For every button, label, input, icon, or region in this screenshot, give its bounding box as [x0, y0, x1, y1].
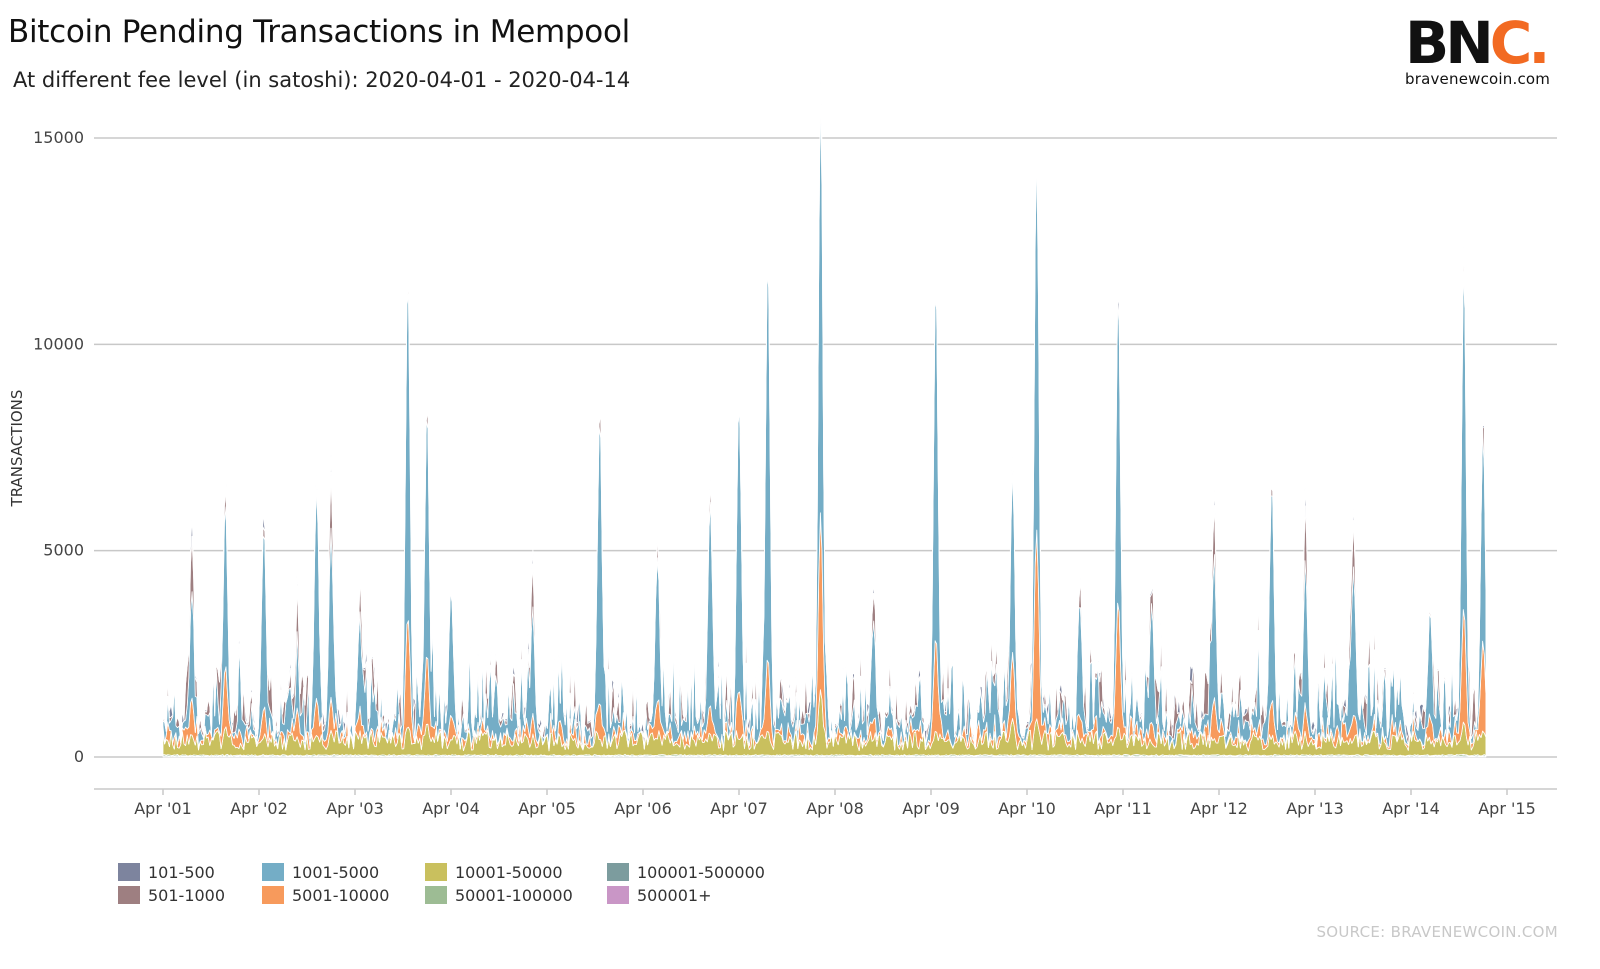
legend-label: 1001-5000 — [292, 862, 380, 882]
legend-item-50001-100000[interactable]: 50001-100000 — [425, 885, 573, 905]
legend-swatch — [607, 886, 629, 904]
chart-title: Bitcoin Pending Transactions in Mempool — [8, 14, 630, 50]
x-tick-label: Apr '12 — [1190, 799, 1248, 818]
x-tick-label: Apr '10 — [998, 799, 1056, 818]
legend-swatch — [118, 886, 140, 904]
logo-url: bravenewcoin.com — [1405, 70, 1551, 88]
legend-swatch — [607, 863, 629, 881]
x-tick-label: Apr '04 — [422, 799, 480, 818]
x-tick-label: Apr '02 — [230, 799, 288, 818]
legend-item-100001-500000[interactable]: 100001-500000 — [607, 862, 765, 882]
chart-subtitle: At different fee level (in satoshi): 202… — [13, 68, 631, 92]
y-tick-label: 0 — [74, 747, 84, 766]
logo-mark-accent: C. — [1489, 9, 1551, 77]
x-tick-label: Apr '11 — [1094, 799, 1152, 818]
y-tick-label: 15000 — [33, 128, 84, 147]
legend-item-500001-plus[interactable]: 500001+ — [607, 885, 711, 905]
x-tick-label: Apr '15 — [1478, 799, 1536, 818]
axis-layer: 0 5000 10000 15000 TRANSACTIONS Apr '01 Apr '0… — [8, 128, 1557, 818]
legend-item-10001-50000[interactable]: 10001-50000 — [425, 862, 563, 882]
y-axis-title: TRANSACTIONS — [8, 390, 26, 508]
legend: 101-500 501-1000 1001-5000 5001-10000 10… — [118, 862, 838, 912]
legend-label: 10001-50000 — [455, 862, 563, 882]
legend-swatch — [118, 863, 140, 881]
x-tick-label: Apr '05 — [518, 799, 576, 818]
x-tick-label: Apr '08 — [806, 799, 864, 818]
legend-swatch — [262, 886, 284, 904]
source-credit: SOURCE: BRAVENEWCOIN.COM — [1316, 923, 1558, 941]
legend-label: 50001-100000 — [455, 885, 573, 905]
legend-swatch — [425, 886, 447, 904]
legend-item-5001-10000[interactable]: 5001-10000 — [262, 885, 389, 905]
x-tick-label: Apr '14 — [1382, 799, 1440, 818]
logo-mark: BNC. — [1405, 14, 1575, 72]
legend-item-501-1000[interactable]: 501-1000 — [118, 885, 225, 905]
x-tick-label: Apr '06 — [614, 799, 672, 818]
legend-item-101-500[interactable]: 101-500 — [118, 862, 215, 882]
x-tick-label: Apr '09 — [902, 799, 960, 818]
x-tick-label: Apr '01 — [134, 799, 192, 818]
legend-swatch — [262, 863, 284, 881]
area-layer — [162, 76, 1487, 758]
legend-label: 100001-500000 — [637, 862, 765, 882]
y-tick-label: 10000 — [33, 334, 84, 353]
legend-label: 501-1000 — [148, 885, 226, 905]
x-tick-label: Apr '13 — [1286, 799, 1344, 818]
legend-label: 500001+ — [637, 885, 712, 905]
legend-swatch — [425, 863, 447, 881]
area-series-101-500 — [162, 76, 1487, 746]
x-tick-label: Apr '03 — [326, 799, 384, 818]
x-tick-label: Apr '07 — [710, 799, 768, 818]
legend-label: 5001-10000 — [292, 885, 390, 905]
bnc-logo[interactable]: BNC. bravenewcoin.com — [1405, 14, 1575, 94]
y-tick-label: 5000 — [43, 541, 84, 560]
logo-mark-main: BN — [1405, 9, 1494, 77]
legend-label: 101-500 — [148, 862, 215, 882]
legend-item-1001-5000[interactable]: 1001-5000 — [262, 862, 379, 882]
